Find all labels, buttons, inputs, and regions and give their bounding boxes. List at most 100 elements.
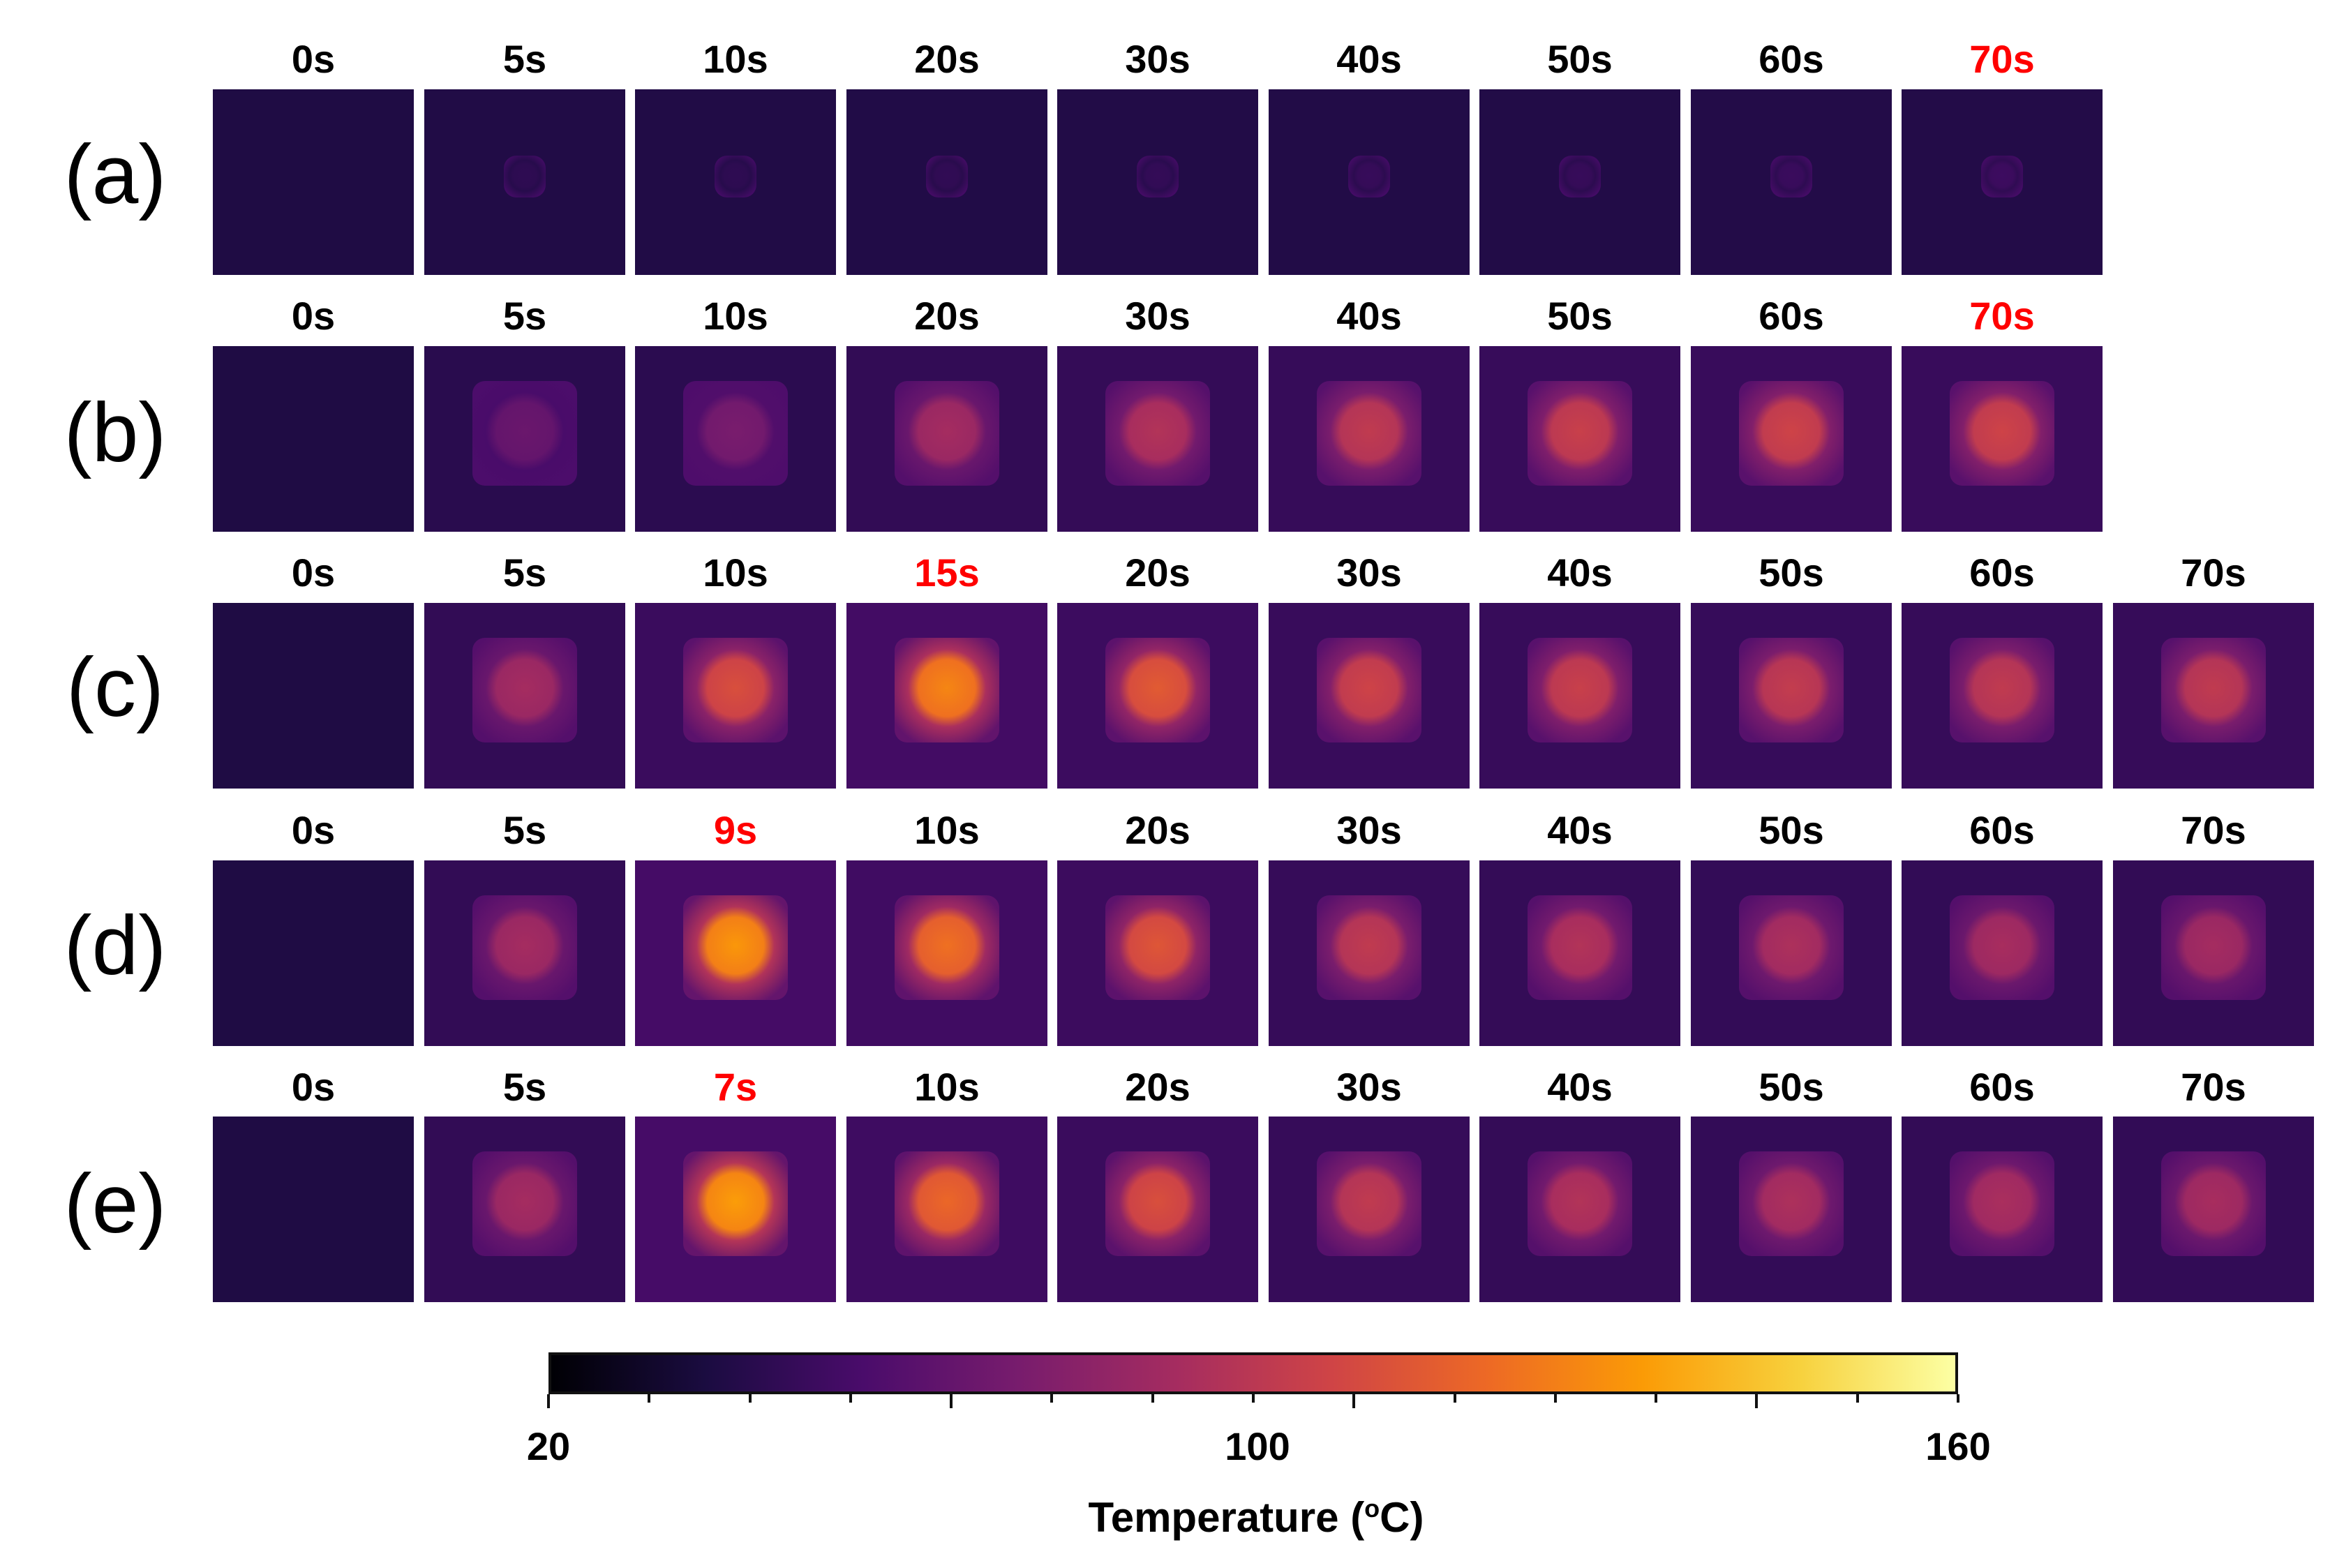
heated-sample-region (926, 156, 968, 197)
time-label: 15s (914, 551, 980, 595)
time-label: 10s (914, 1065, 980, 1109)
time-label: 0s (291, 551, 336, 595)
thermal-frame (1269, 346, 1470, 532)
thermal-frame (1902, 346, 2103, 532)
thermal-frame (846, 89, 1047, 275)
time-label: 10s (703, 551, 768, 595)
heated-sample-region (472, 381, 577, 486)
row-label: (a) (64, 128, 167, 221)
time-label: 70s (1969, 37, 2035, 81)
heated-sample-region (1739, 895, 1844, 1000)
thermal-frame (846, 860, 1047, 1046)
thermal-frame (424, 89, 625, 275)
heated-sample-region (895, 895, 999, 1000)
thermal-frame (1269, 860, 1470, 1046)
heated-sample-region (1137, 156, 1179, 197)
time-label: 20s (914, 37, 980, 81)
colorbar-tick (1755, 1394, 1759, 1408)
time-label: 50s (1547, 37, 1613, 81)
heated-sample-region (1317, 895, 1421, 1000)
colorbar-tick (1252, 1394, 1255, 1403)
thermal-frame (213, 1117, 414, 1302)
thermal-frame (846, 346, 1047, 532)
colorbar-title: Temperature (oC) (1088, 1494, 1424, 1541)
heated-sample-region (1950, 381, 2054, 486)
heated-sample-region (472, 1151, 577, 1256)
time-label: 10s (914, 808, 980, 852)
thermal-frame (213, 346, 414, 532)
thermal-frame (424, 603, 625, 789)
time-label: 60s (1759, 294, 1824, 338)
thermal-frame (1691, 346, 1892, 532)
heated-sample-region (1105, 895, 1210, 1000)
colorbar-tick (547, 1394, 550, 1408)
heated-sample-region (472, 895, 577, 1000)
time-label: 30s (1336, 551, 1402, 595)
heated-sample-region (895, 638, 999, 742)
heated-sample-region (1981, 156, 2023, 197)
time-label: 20s (1125, 1065, 1190, 1109)
thermal-frame (424, 346, 625, 532)
thermal-frame (1691, 603, 1892, 789)
heated-sample-region (895, 1151, 999, 1256)
thermal-frame (1691, 89, 1892, 275)
heated-sample-region (472, 638, 577, 742)
thermal-frame (635, 603, 836, 789)
thermal-frame (1902, 603, 2103, 789)
frame-background (213, 346, 414, 532)
thermal-frame (1902, 860, 2103, 1046)
time-label: 40s (1547, 808, 1613, 852)
thermal-frame (213, 89, 414, 275)
heated-sample-region (1770, 156, 1812, 197)
heated-sample-region (683, 381, 788, 486)
heated-sample-region (1317, 381, 1421, 486)
heated-sample-region (1528, 381, 1632, 486)
thermal-frame (1057, 89, 1258, 275)
time-label: 10s (703, 37, 768, 81)
thermal-frame (424, 1117, 625, 1302)
heated-sample-region (1528, 638, 1632, 742)
time-label: 20s (914, 294, 980, 338)
thermal-frame (1479, 89, 1680, 275)
heated-sample-region (1950, 638, 2054, 742)
heated-sample-region (1317, 638, 1421, 742)
thermal-frame (1057, 603, 1258, 789)
colorbar-max-label: 160 (1925, 1424, 1991, 1468)
thermal-frame (1902, 1117, 2103, 1302)
colorbar-mid-label: 100 (1225, 1424, 1290, 1468)
time-label: 30s (1336, 1065, 1402, 1109)
heated-sample-region (1559, 156, 1601, 197)
heated-sample-region (1739, 638, 1844, 742)
heated-sample-region (683, 1151, 788, 1256)
time-label: 60s (1969, 808, 2035, 852)
thermal-frame (635, 860, 836, 1046)
colorbar-tick (1352, 1394, 1356, 1408)
colorbar-tick (950, 1394, 953, 1408)
time-label: 30s (1125, 294, 1190, 338)
time-label: 60s (1759, 37, 1824, 81)
heated-sample-region (895, 381, 999, 486)
time-label: 10s (703, 294, 768, 338)
heated-sample-region (1528, 1151, 1632, 1256)
thermal-frame (846, 603, 1047, 789)
frame-background (213, 89, 414, 275)
thermal-frame (1269, 1117, 1470, 1302)
thermal-frame (1902, 89, 2103, 275)
heated-sample-region (683, 638, 788, 742)
colorbar-tick (1856, 1394, 1859, 1403)
frame-background (213, 603, 414, 789)
time-label: 5s (502, 1065, 547, 1109)
time-label: 40s (1336, 37, 1402, 81)
time-label: 50s (1759, 551, 1824, 595)
colorbar-tick (1957, 1394, 1959, 1403)
thermal-frame (2113, 860, 2314, 1046)
thermal-frame (1479, 860, 1680, 1046)
heated-sample-region (2161, 638, 2266, 742)
temperature-colorbar (548, 1352, 1958, 1394)
time-label: 40s (1336, 294, 1402, 338)
time-label: 70s (2181, 808, 2246, 852)
time-label: 40s (1547, 551, 1613, 595)
colorbar-tick (1553, 1394, 1557, 1403)
thermal-frame (1691, 1117, 1892, 1302)
heated-sample-region (504, 156, 546, 197)
